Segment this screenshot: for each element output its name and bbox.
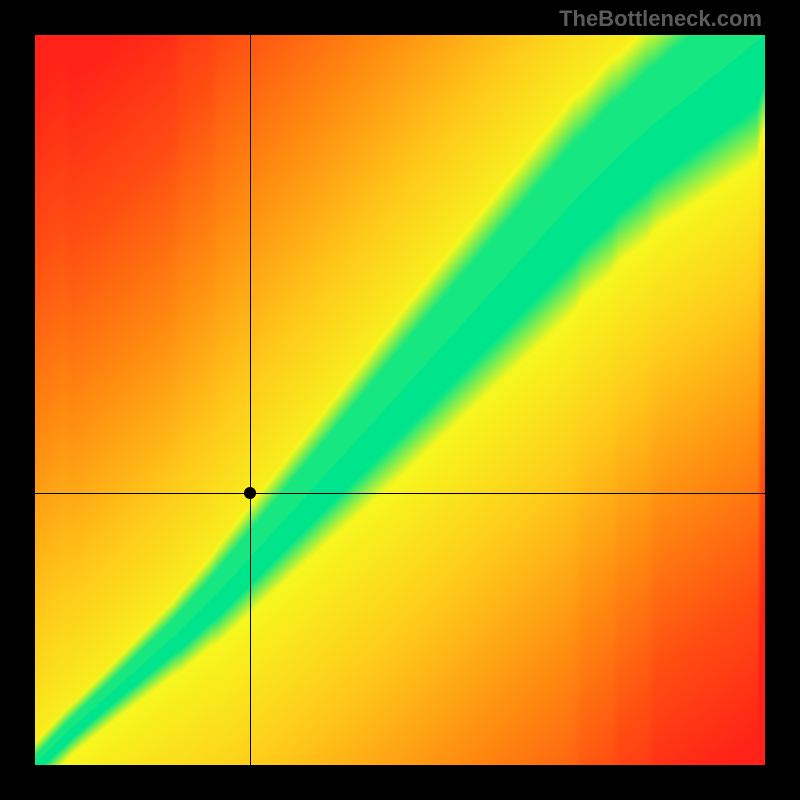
crosshair-horizontal [35,493,765,494]
plot-area [35,35,765,765]
heatmap-canvas [35,35,765,765]
crosshair-vertical [250,35,251,765]
marker-dot [244,487,256,499]
watermark-text: TheBottleneck.com [559,6,762,32]
